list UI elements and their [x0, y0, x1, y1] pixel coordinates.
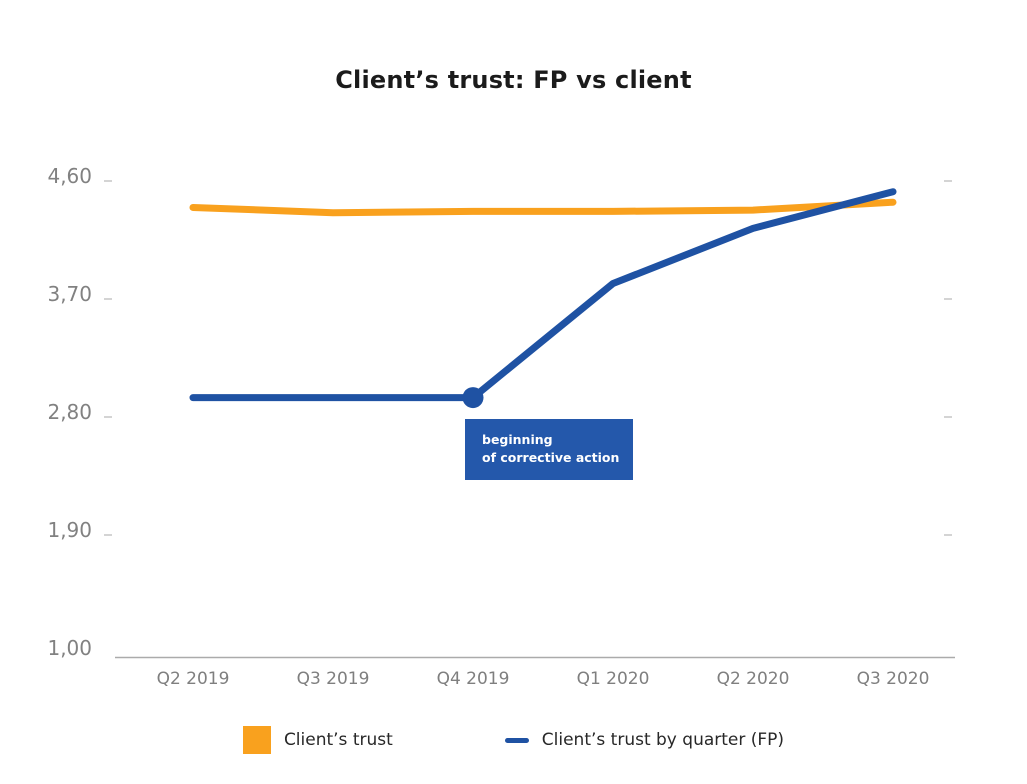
legend-item-clients-trust: Client’s trust [242, 726, 393, 754]
y-tick-mark [104, 534, 112, 536]
y-tick-mark [944, 298, 952, 300]
y-tick-mark [944, 416, 952, 418]
legend-swatch-line-icon [504, 737, 529, 743]
legend-swatch-square-icon [242, 726, 271, 754]
y-tick-mark [104, 180, 112, 182]
legend-label-fp-trust: Client’s trust by quarter (FP) [541, 730, 785, 750]
y-tick-mark [944, 534, 952, 536]
legend-label-clients-trust: Client’s trust [283, 730, 393, 750]
series-line-1 [189, 188, 897, 402]
y-tick-mark [104, 298, 112, 300]
annotation-line-2: of corrective action [482, 450, 620, 465]
legend-item-fp-trust: Client’s trust by quarter (FP) [504, 730, 785, 750]
marker-dot [462, 387, 484, 409]
y-tick-mark [104, 416, 112, 418]
chart-title: Client’s trust: FP vs client [335, 66, 692, 94]
legend: Client’s trust Client’s trust by quarter… [0, 726, 1027, 754]
y-tick-mark [944, 180, 952, 182]
annotation-line-1: beginning [482, 432, 553, 447]
annotation-box: beginning of corrective action [465, 419, 634, 480]
series-line-0 [189, 198, 897, 217]
